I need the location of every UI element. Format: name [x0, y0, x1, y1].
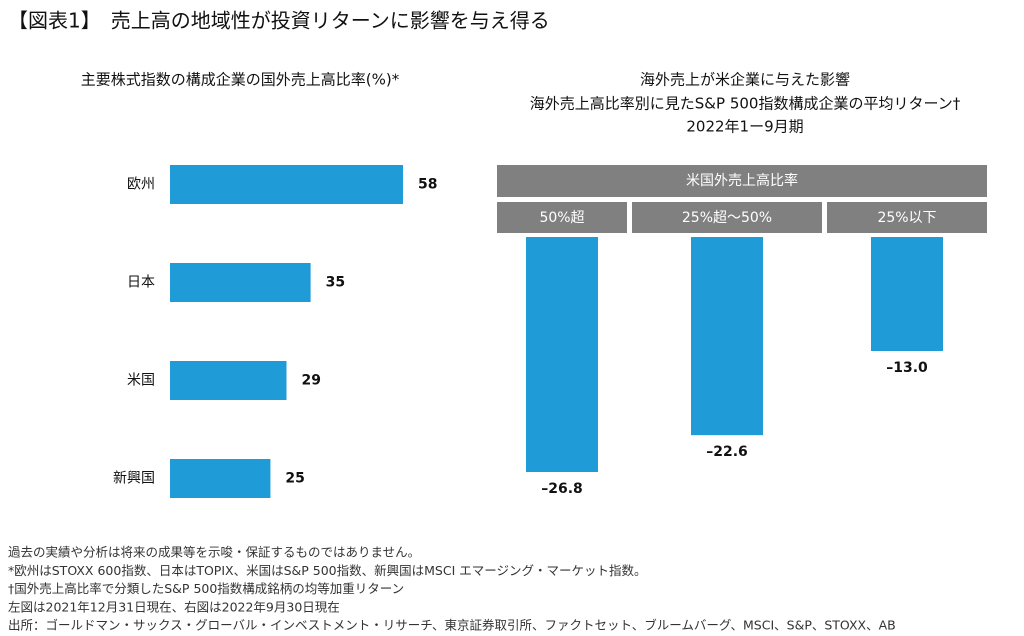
- value-label: 29: [302, 373, 321, 389]
- x-tick-label: 25%超～50%: [682, 210, 772, 226]
- y-tick-label: 新興国: [113, 471, 155, 487]
- header-cell: [827, 202, 987, 233]
- footnote: 過去の実績や分析は将来の成果等を示唆・保証するものではありません。: [8, 545, 420, 560]
- page-title: 【図表1】 売上高の地域性が投資リターンに影響を与え得る: [8, 9, 550, 33]
- bar: [170, 459, 271, 498]
- bar: [526, 237, 598, 472]
- value-label: 25: [285, 471, 304, 487]
- y-tick-label: 欧州: [127, 177, 155, 193]
- footnote: 出所：ゴールドマン・サックス・グローバル・インベストメント・リサーチ、東京証券取…: [8, 618, 896, 633]
- bar: [691, 237, 763, 436]
- bar: [170, 361, 287, 400]
- y-tick-label: 米国: [127, 373, 155, 389]
- value-label: 35: [326, 275, 345, 291]
- header-cell: [497, 202, 627, 233]
- x-tick-label: 50%超: [539, 210, 584, 226]
- bar: [170, 165, 403, 204]
- bar: [871, 237, 943, 351]
- value-label: –26.8: [541, 481, 583, 497]
- header-cell: [632, 202, 822, 233]
- chart-title: 海外売上が米企業に与えた影響: [640, 71, 850, 89]
- header-band: [497, 165, 987, 197]
- chart-subtitle: 海外売上高比率別に見たS&P 500指数構成企業の平均リターン†: [530, 95, 961, 113]
- footnote: *欧州はSTOXX 600指数、日本はTOPIX、米国はS&P 500指数、新興…: [8, 563, 647, 578]
- chart-subtitle: 2022年1ー9月期: [686, 118, 803, 136]
- footnote: †国外売上高比率で分類したS&P 500指数構成銘柄の均等加重リターン: [8, 581, 404, 596]
- y-tick-label: 日本: [127, 275, 155, 291]
- footnote: 左図は2021年12月31日現在、右図は2022年9月30日現在: [8, 599, 340, 614]
- value-label: –13.0: [886, 360, 928, 376]
- chart-title: 主要株式指数の構成企業の国外売上高比率(%)*: [81, 71, 400, 89]
- bar: [170, 263, 311, 302]
- category-header: 米国外売上高比率: [686, 172, 798, 189]
- value-label: –22.6: [706, 444, 748, 460]
- x-tick-label: 25%以下: [877, 210, 936, 226]
- value-label: 58: [418, 177, 437, 193]
